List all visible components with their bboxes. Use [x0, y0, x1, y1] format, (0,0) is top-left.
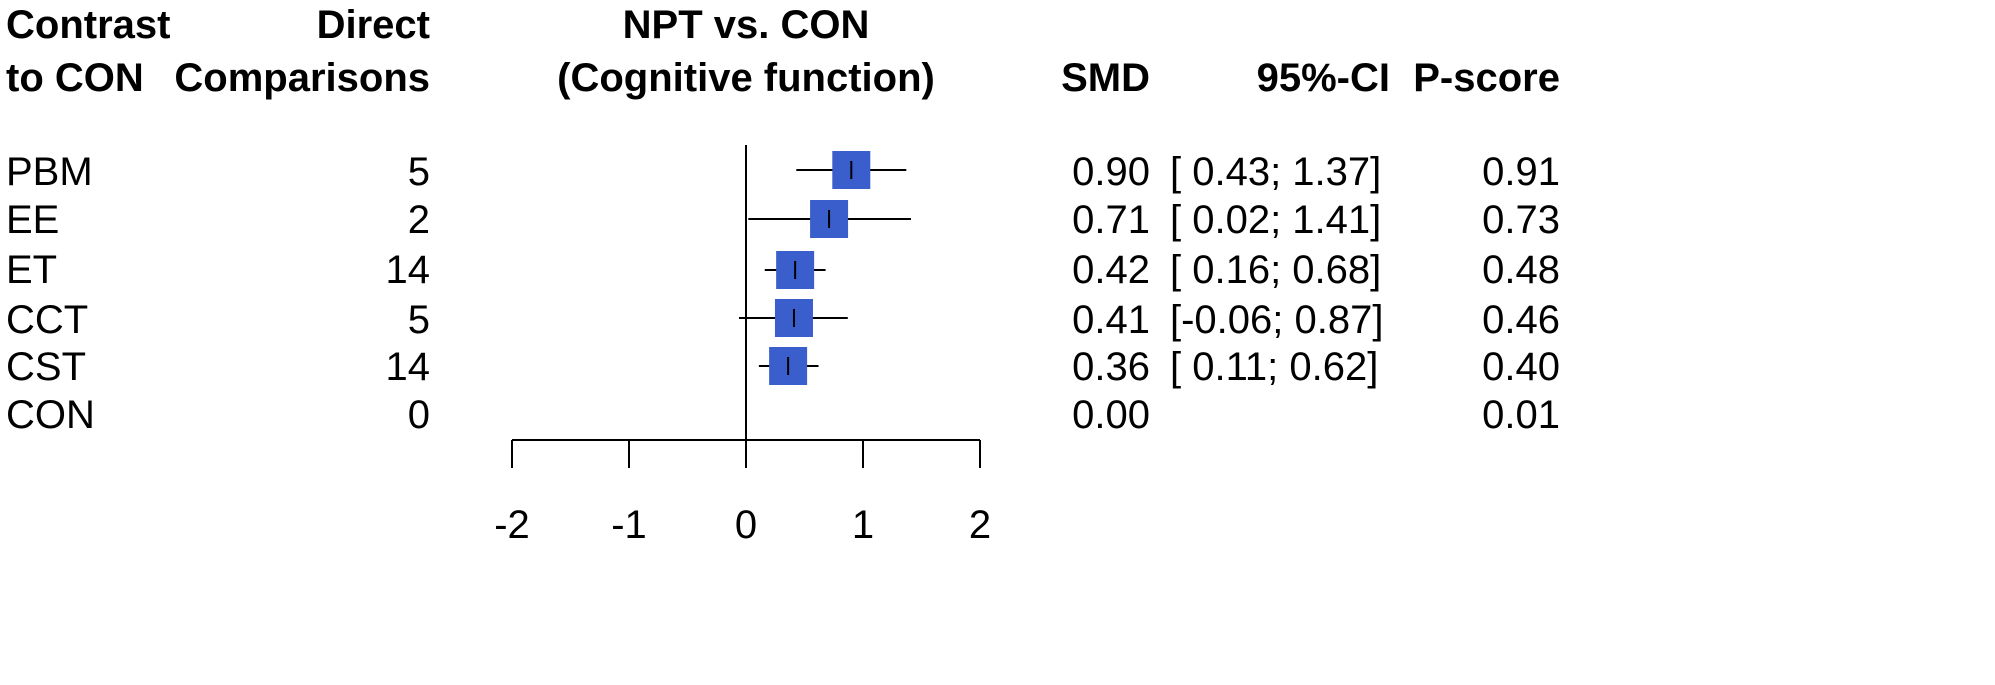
- row-pscore: 0.73: [1482, 198, 1560, 242]
- row-smd: 0.36: [1072, 345, 1150, 389]
- row-ci: [ 0.02; 1.41]: [1170, 198, 1382, 242]
- row-direct: 5: [407, 150, 430, 194]
- x-tick-label: 1: [852, 503, 874, 547]
- header-smd: SMD: [1061, 56, 1150, 100]
- row-pscore: 0.91: [1482, 150, 1560, 194]
- x-tick-label: -1: [611, 503, 647, 547]
- row-direct: 14: [385, 345, 431, 389]
- header-contrast-line2: to CON: [6, 56, 144, 100]
- row-ci: [ 0.43; 1.37]: [1170, 150, 1382, 194]
- row-smd: 0.42: [1072, 248, 1150, 292]
- x-tick-label: 2: [969, 503, 991, 547]
- row-direct: 5: [407, 298, 430, 342]
- row-smd: 0.90: [1072, 150, 1150, 194]
- row-ci: [ 0.11; 0.62]: [1170, 345, 1379, 389]
- row-contrast: PBM: [6, 150, 93, 194]
- row-contrast: ET: [6, 248, 58, 292]
- row-contrast: CST: [6, 345, 86, 389]
- header-direct-line1: Direct: [316, 3, 430, 47]
- row-smd: 0.00: [1072, 393, 1150, 437]
- row-direct: 14: [385, 248, 431, 292]
- row-smd: 0.71: [1072, 198, 1150, 242]
- row-pscore: 0.01: [1482, 393, 1560, 437]
- row-direct: 0: [407, 393, 430, 437]
- row-contrast: CCT: [6, 298, 89, 342]
- row-direct: 2: [407, 198, 430, 242]
- row-ci: [ 0.16; 0.68]: [1170, 248, 1382, 292]
- row-pscore: 0.48: [1482, 248, 1560, 292]
- chart-title-line2: (Cognitive function): [557, 56, 935, 100]
- header-direct-line2: Comparisons: [174, 56, 430, 100]
- header-ci: 95%-CI: [1256, 56, 1390, 100]
- row-pscore: 0.46: [1482, 298, 1560, 342]
- header-pscore: P-score: [1413, 56, 1560, 100]
- x-tick-label: 0: [735, 503, 757, 547]
- x-tick-label: -2: [494, 503, 530, 547]
- row-smd: 0.41: [1072, 298, 1150, 342]
- row-contrast: EE: [6, 198, 60, 242]
- row-contrast: CON: [6, 393, 95, 437]
- chart-title-line1: NPT vs. CON: [622, 3, 870, 47]
- row-ci: [-0.06; 0.87]: [1170, 298, 1384, 342]
- header-contrast-line1: Contrast: [6, 3, 171, 47]
- row-pscore: 0.40: [1482, 345, 1560, 389]
